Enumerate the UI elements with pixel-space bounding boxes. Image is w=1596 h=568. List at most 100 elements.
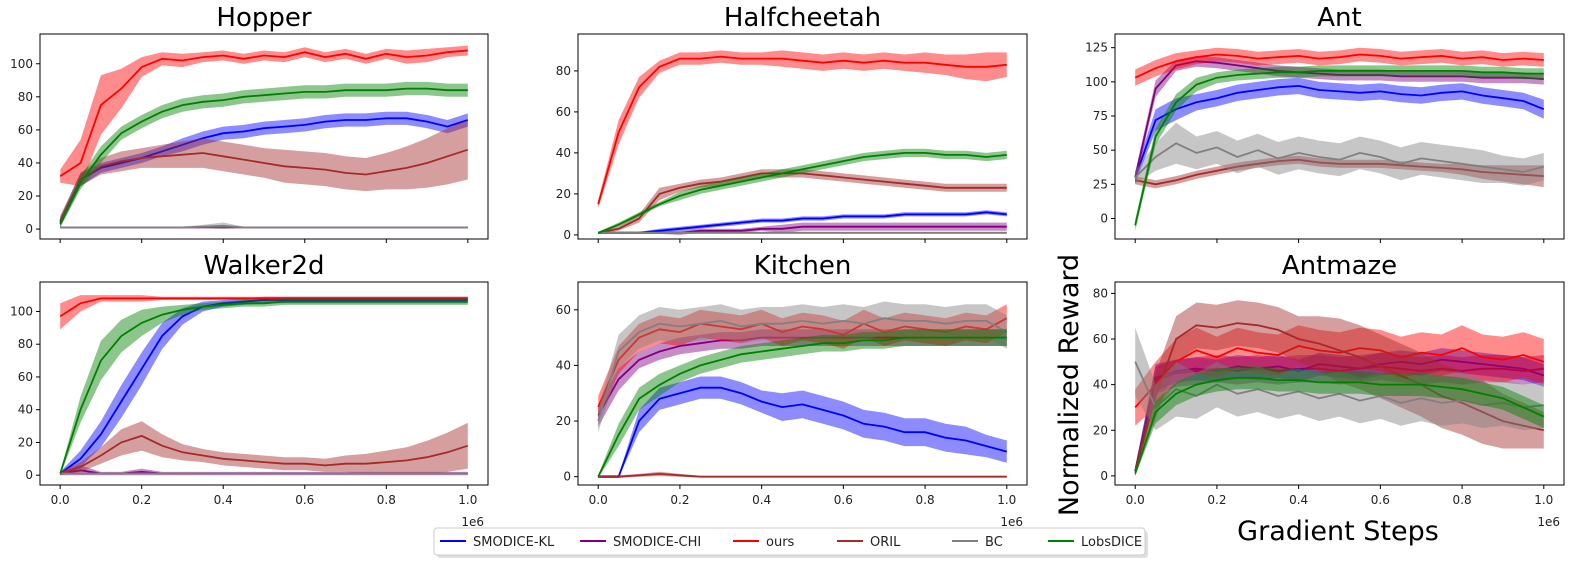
- y-tick-label: 40: [556, 358, 571, 372]
- y-tick-label: 100: [1085, 75, 1108, 89]
- series-oril: [59, 148, 469, 222]
- x-tick-label: 0.4: [214, 493, 233, 507]
- y-tick-label: 20: [18, 189, 33, 203]
- series-lobsdice: [597, 336, 1007, 478]
- y-tick-label: 0: [563, 470, 571, 484]
- legend-label: ours: [766, 535, 795, 550]
- series-smodice-kl: [598, 386, 1008, 478]
- plot-frame: [39, 33, 489, 240]
- panel-kitchen: Kitchen 0 20 40 60 0.0 0.2 0.4 0.6 0.8 1.0 1e6: [556, 251, 1028, 529]
- panel-antmaze: Antmaze 0 20 40 60 80 0.0 0.2 0.4 0.6 0.8 1.0 1e6: [1093, 251, 1565, 529]
- y-tick-label: 40: [556, 146, 571, 160]
- series-lobsdice: [59, 300, 468, 474]
- series-bc: [597, 317, 1008, 422]
- band-lobsdice: [598, 329, 1007, 478]
- series-ours: [59, 49, 468, 177]
- panel-title: Hopper: [216, 3, 311, 33]
- series-smodice-chi: [1134, 60, 1544, 178]
- band-smodice-kl: [598, 376, 1007, 478]
- y-tick-label: 0: [563, 228, 571, 242]
- series-oril: [59, 434, 469, 475]
- y-tick-label: 125: [1085, 41, 1108, 55]
- y-tick-label: 0: [25, 222, 33, 236]
- legend-label: LobsDICE: [1081, 535, 1142, 550]
- panel-title: Ant: [1317, 3, 1361, 33]
- series-smodice-kl: [59, 117, 469, 223]
- band-oril: [60, 120, 468, 226]
- band-bc: [598, 301, 1007, 433]
- y-tick-label: 60: [556, 105, 571, 119]
- band-smodice-kl: [60, 111, 468, 228]
- y-tick-label: 40: [18, 403, 33, 417]
- y-tick-label: 0: [1100, 212, 1108, 226]
- x-tick-label: 1.0: [1534, 493, 1553, 507]
- band-lobsdice: [598, 148, 1007, 234]
- series-oril: [598, 472, 1007, 478]
- x-tick-label: 0.2: [132, 493, 151, 507]
- band-lobsdice: [1135, 366, 1544, 476]
- legend-entry-bc: BC: [952, 535, 1003, 550]
- series-bc: [1134, 142, 1545, 179]
- x-tick-label: 0.0: [589, 493, 608, 507]
- y-tick-label: 75: [1093, 109, 1108, 123]
- series-oril: [598, 172, 1007, 234]
- x-multiplier: 1e6: [461, 515, 484, 529]
- series-ours: [597, 317, 1008, 408]
- y-tick-label: 80: [1093, 286, 1108, 300]
- x-tick-label: 0.2: [1207, 493, 1226, 507]
- y-tick-label: 80: [556, 64, 571, 78]
- y-tick-label: 60: [556, 303, 571, 317]
- panel-title: Walker2d: [203, 251, 324, 281]
- series-smodice-kl: [1134, 84, 1545, 178]
- legend-entry-smodice-chi: SMODICE-CHI: [580, 535, 701, 550]
- x-tick-label: 0.8: [1453, 493, 1472, 507]
- y-tick-label: 50: [1093, 143, 1108, 157]
- band-oril: [1135, 300, 1544, 476]
- series-lobsdice: [1134, 376, 1545, 474]
- series-lobsdice: [59, 87, 468, 225]
- y-axis-label: Normalized Reward: [1054, 254, 1085, 516]
- band-ours: [1135, 47, 1544, 86]
- y-tick-label: 80: [18, 337, 33, 351]
- x-tick-label: 0.8: [916, 493, 935, 507]
- legend-entry-oril: ORIL: [837, 535, 901, 550]
- band-oril: [60, 421, 468, 476]
- band-oril: [1135, 155, 1544, 189]
- x-tick-label: 0.6: [1371, 493, 1390, 507]
- y-tick-label: 20: [556, 414, 571, 428]
- legend-entry-ours: ours: [733, 535, 795, 550]
- y-tick-label: 60: [18, 370, 33, 384]
- series-oril: [1135, 158, 1544, 186]
- legend-entry-smodice-kl: SMODICE-KL: [440, 535, 555, 550]
- band-smodice-kl: [1135, 77, 1544, 183]
- x-tick-label: 1.0: [997, 493, 1016, 507]
- band-smodice-kl: [598, 210, 1007, 234]
- panel-halfcheetah: Halfcheetah 0 20 40 60 80: [556, 3, 1028, 243]
- plot-frame: [1114, 33, 1565, 240]
- series-smodice-chi: [1134, 365, 1544, 472]
- band-smodice-chi: [1135, 55, 1544, 183]
- x-multiplier: 1e6: [1537, 515, 1560, 529]
- plot-frame: [1114, 281, 1565, 486]
- band-bc: [1135, 327, 1544, 431]
- y-tick-label: 40: [18, 156, 33, 170]
- x-tick-label: 0.0: [51, 493, 70, 507]
- series-ours: [1134, 53, 1544, 79]
- y-tick-label: 100: [10, 304, 33, 318]
- panel-ant: Ant 0 25 50 75 100 125: [1085, 3, 1565, 243]
- x-axis-label: Gradient Steps: [1237, 516, 1439, 547]
- y-tick-label: 40: [1093, 378, 1108, 392]
- y-tick-label: 20: [18, 435, 33, 449]
- y-tick-label: 0: [1100, 469, 1108, 483]
- x-tick-label: 0.0: [1126, 493, 1145, 507]
- legend-label: SMODICE-KL: [473, 535, 555, 550]
- y-tick-label: 0: [25, 468, 33, 482]
- panel-title: Antmaze: [1282, 251, 1397, 281]
- x-tick-label: 0.2: [670, 493, 689, 507]
- panel-title: Kitchen: [754, 251, 852, 281]
- panels: Hopper020406080100Halfcheetah020406080An…: [10, 3, 1565, 529]
- y-tick-label: 60: [1093, 332, 1108, 346]
- y-tick-label: 80: [18, 90, 33, 104]
- x-tick-label: 0.6: [295, 493, 314, 507]
